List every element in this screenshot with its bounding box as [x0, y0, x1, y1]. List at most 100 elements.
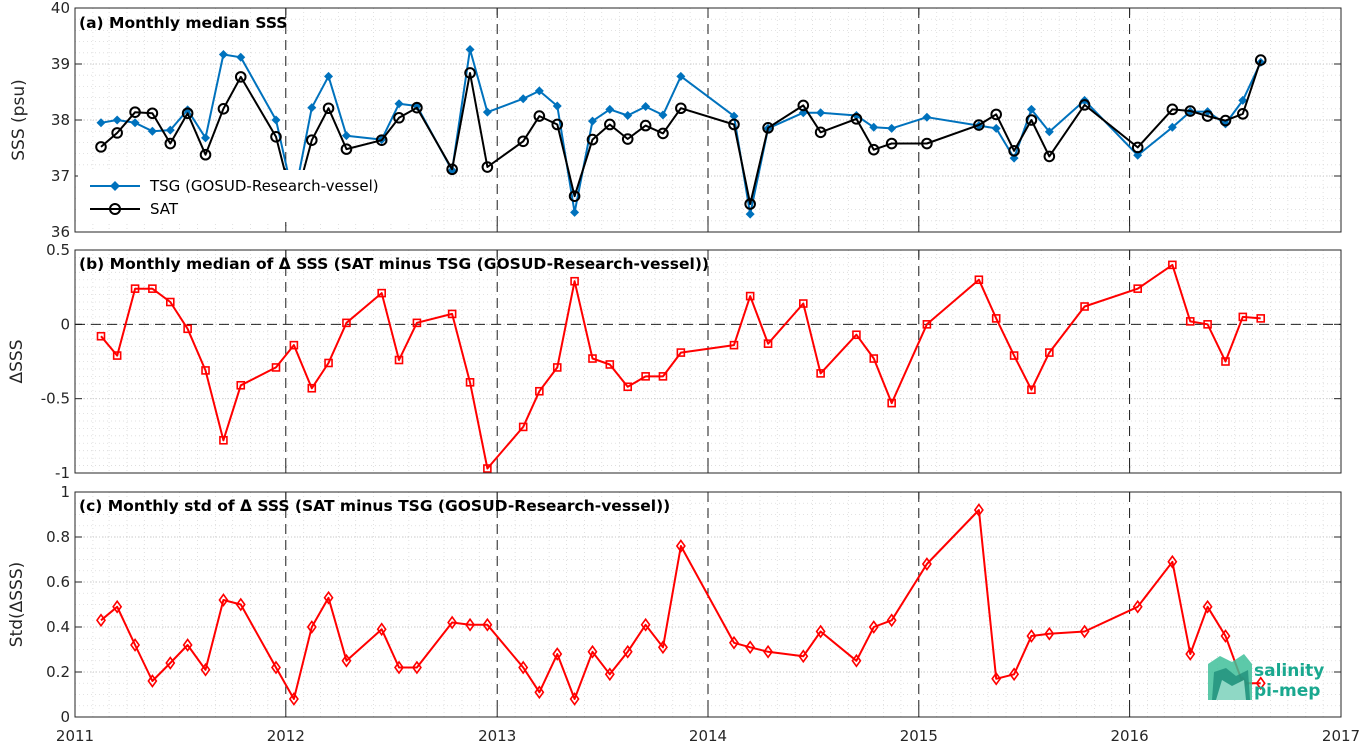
- data-point: [1168, 260, 1177, 270]
- data-point: [96, 613, 106, 628]
- data-point: [1045, 348, 1054, 357]
- data-point: [1133, 150, 1143, 160]
- data-point: [1201, 110, 1214, 122]
- data-point: [1238, 312, 1248, 322]
- data-point: [112, 115, 122, 125]
- data-point: [676, 71, 686, 81]
- x-tick-label: 2013: [478, 727, 516, 745]
- data-point: [183, 105, 193, 115]
- data-point: [921, 137, 933, 150]
- data-point: [534, 86, 544, 96]
- data-point: [850, 113, 863, 125]
- series-2-0: [96, 503, 1266, 706]
- data-point: [199, 148, 212, 161]
- data-point: [1026, 629, 1037, 643]
- y-tick-label: -1: [55, 464, 70, 482]
- data-point: [675, 539, 686, 553]
- y-tick-label: 0.2: [46, 663, 70, 681]
- data-point: [991, 671, 1002, 686]
- data-point: [1219, 114, 1232, 127]
- data-point: [1185, 647, 1196, 661]
- data-point: [657, 127, 669, 140]
- data-point: [1256, 314, 1266, 323]
- data-point: [236, 52, 246, 62]
- data-point: [288, 692, 299, 706]
- data-point: [482, 617, 493, 632]
- data-point: [533, 110, 546, 122]
- data-point: [165, 125, 175, 135]
- axes-frame: [74, 491, 1342, 718]
- data-point: [763, 644, 774, 659]
- data-point: [641, 372, 650, 381]
- data-point: [271, 363, 281, 372]
- data-point: [341, 653, 352, 668]
- data-point: [235, 597, 246, 612]
- data-point: [745, 291, 755, 301]
- data-point: [1132, 599, 1143, 614]
- data-point: [798, 299, 808, 308]
- data-point: [885, 137, 898, 150]
- data-point: [570, 207, 580, 217]
- data-point: [112, 351, 122, 360]
- data-point: [658, 372, 668, 381]
- data-point: [745, 209, 755, 219]
- data-point: [568, 190, 581, 202]
- series-0-1: [95, 54, 1267, 213]
- data-point: [1220, 629, 1231, 643]
- y-tick-label: 1: [60, 483, 70, 501]
- x-tick-label: 2015: [900, 727, 938, 745]
- data-point: [375, 134, 388, 146]
- data-point: [307, 103, 317, 113]
- data-point: [744, 198, 756, 210]
- data-point: [886, 613, 897, 628]
- data-point: [412, 318, 422, 328]
- y-tick-label: 0.8: [46, 528, 70, 546]
- data-point: [729, 111, 739, 121]
- data-point: [745, 640, 756, 655]
- data-point: [851, 653, 862, 668]
- data-point: [236, 380, 246, 390]
- data-point: [323, 590, 334, 605]
- data-point: [851, 111, 861, 121]
- data-point: [324, 358, 333, 368]
- data-point: [465, 378, 475, 387]
- data-point: [1025, 114, 1038, 126]
- data-point: [552, 647, 563, 661]
- data-point: [1203, 320, 1212, 329]
- data-point: [815, 624, 826, 639]
- data-point: [307, 383, 317, 393]
- data-point: [1008, 145, 1020, 157]
- panel-b-delta-sss: -1 -0.5 0 0.5 ΔSSS (b) Monthly median of Δ …: [7, 241, 1342, 482]
- data-point: [569, 692, 580, 706]
- data-point: [394, 660, 404, 675]
- data-point: [974, 275, 984, 285]
- data-point: [1009, 667, 1020, 682]
- data-point: [1044, 626, 1055, 641]
- data-point: [518, 94, 528, 104]
- data-point: [552, 101, 562, 111]
- panel-c-std-delta-sss: 0 0.2 0.4 0.6 0.8 1 2011 2012 2013 2014 2015 2016 20…: [7, 483, 1360, 745]
- data-point: [234, 71, 247, 83]
- data-point: [729, 635, 739, 650]
- y-tick-label: 39: [51, 55, 70, 73]
- data-point: [340, 143, 353, 155]
- data-point: [641, 102, 651, 112]
- data-point: [729, 340, 739, 350]
- data-point: [1255, 676, 1266, 691]
- data-point: [1026, 104, 1036, 114]
- panel-c-title: (c) Monthly std of Δ SSS (SAT minus TSG …: [79, 497, 670, 515]
- data-point: [658, 110, 668, 120]
- data-point: [411, 101, 423, 114]
- data-point: [218, 593, 229, 607]
- data-point: [447, 309, 457, 319]
- data-point: [991, 314, 1001, 323]
- data-point: [201, 366, 210, 375]
- panel-b-ylabel: ΔSSS: [7, 339, 27, 383]
- data-point: [622, 644, 633, 659]
- data-point: [604, 118, 616, 131]
- data-point: [797, 99, 810, 112]
- data-point: [535, 386, 544, 396]
- data-point: [218, 49, 228, 59]
- data-point: [621, 133, 634, 145]
